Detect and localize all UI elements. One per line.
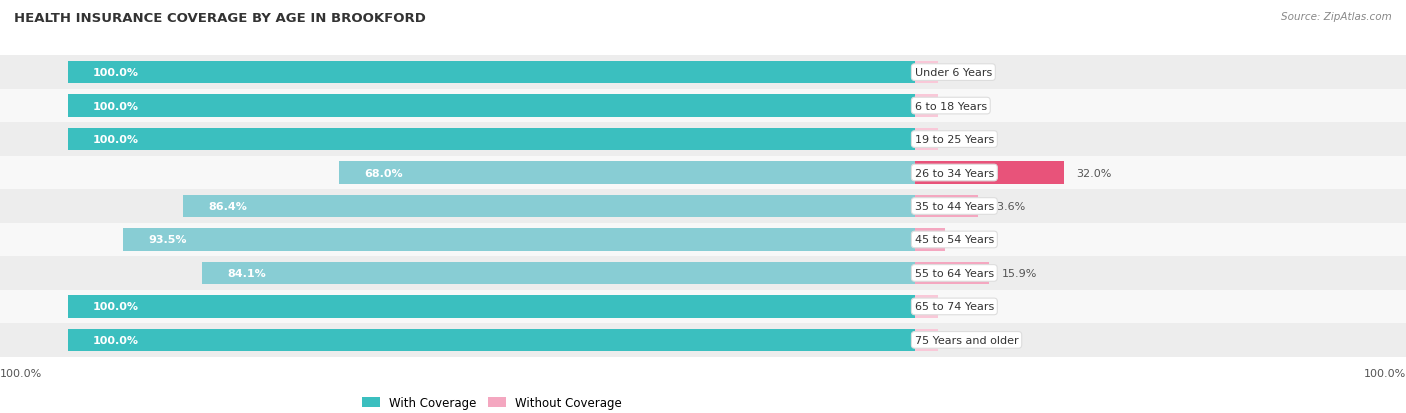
Text: 100.0%: 100.0% — [93, 301, 139, 312]
Bar — [0, 190, 1406, 223]
Text: 13.6%: 13.6% — [991, 202, 1026, 211]
Bar — [67, 128, 915, 151]
Bar — [202, 262, 915, 285]
Bar — [915, 295, 938, 318]
Bar — [0, 223, 1406, 256]
Text: 0.0%: 0.0% — [950, 135, 979, 145]
Bar — [67, 95, 915, 118]
Text: 100.0%: 100.0% — [93, 101, 139, 112]
Text: 19 to 25 Years: 19 to 25 Years — [915, 135, 994, 145]
Bar — [67, 329, 915, 351]
Text: 65 to 74 Years: 65 to 74 Years — [915, 301, 994, 312]
Text: 6.5%: 6.5% — [957, 235, 986, 245]
Legend: With Coverage, Without Coverage: With Coverage, Without Coverage — [357, 392, 627, 413]
Bar — [0, 157, 1406, 190]
Text: 93.5%: 93.5% — [148, 235, 187, 245]
Text: 0.0%: 0.0% — [950, 68, 979, 78]
Bar — [0, 123, 1406, 157]
Bar — [0, 290, 1406, 323]
Text: 26 to 34 Years: 26 to 34 Years — [915, 168, 994, 178]
Text: 84.1%: 84.1% — [228, 268, 267, 278]
Bar — [915, 162, 1064, 185]
Bar — [67, 62, 915, 84]
Text: 45 to 54 Years: 45 to 54 Years — [915, 235, 994, 245]
Bar — [915, 62, 938, 84]
Text: 0.0%: 0.0% — [950, 335, 979, 345]
Text: 68.0%: 68.0% — [364, 168, 404, 178]
Text: 35 to 44 Years: 35 to 44 Years — [915, 202, 994, 211]
Bar — [0, 56, 1406, 90]
Text: 15.9%: 15.9% — [1001, 268, 1036, 278]
Text: 0.0%: 0.0% — [950, 101, 979, 112]
Text: 100.0%: 100.0% — [93, 135, 139, 145]
Bar — [915, 228, 945, 251]
Bar — [339, 162, 915, 185]
Bar — [915, 262, 988, 285]
Text: 100.0%: 100.0% — [0, 368, 42, 378]
Text: 86.4%: 86.4% — [208, 202, 247, 211]
Bar — [122, 228, 915, 251]
Text: HEALTH INSURANCE COVERAGE BY AGE IN BROOKFORD: HEALTH INSURANCE COVERAGE BY AGE IN BROO… — [14, 12, 426, 25]
Text: 6 to 18 Years: 6 to 18 Years — [915, 101, 987, 112]
Bar — [915, 195, 979, 218]
Text: 100.0%: 100.0% — [93, 68, 139, 78]
Text: 32.0%: 32.0% — [1077, 168, 1112, 178]
Text: 100.0%: 100.0% — [93, 335, 139, 345]
Text: 100.0%: 100.0% — [1364, 368, 1406, 378]
Text: Under 6 Years: Under 6 Years — [915, 68, 993, 78]
Bar — [915, 128, 938, 151]
Bar — [0, 90, 1406, 123]
Text: 55 to 64 Years: 55 to 64 Years — [915, 268, 994, 278]
Text: Source: ZipAtlas.com: Source: ZipAtlas.com — [1281, 12, 1392, 22]
Bar — [0, 323, 1406, 357]
Text: 0.0%: 0.0% — [950, 301, 979, 312]
Bar — [0, 256, 1406, 290]
Bar — [915, 329, 938, 351]
Text: 75 Years and older: 75 Years and older — [915, 335, 1018, 345]
Bar — [183, 195, 915, 218]
Bar — [67, 295, 915, 318]
Bar — [915, 95, 938, 118]
